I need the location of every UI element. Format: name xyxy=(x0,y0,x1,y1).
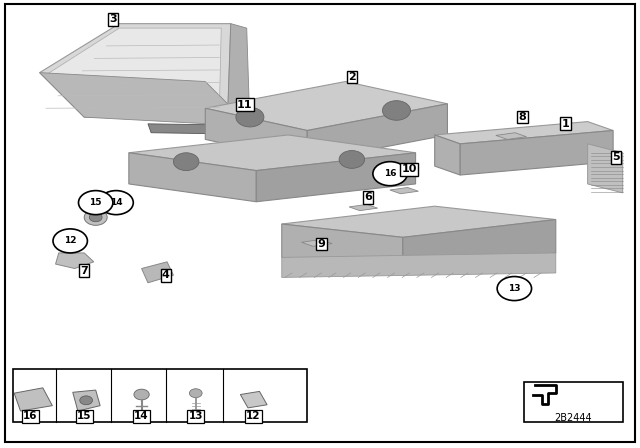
Circle shape xyxy=(53,229,88,253)
Text: 13: 13 xyxy=(189,411,203,421)
Polygon shape xyxy=(40,24,231,117)
Polygon shape xyxy=(460,130,613,175)
Text: 13: 13 xyxy=(508,284,520,293)
Text: 7: 7 xyxy=(81,266,88,276)
Text: 15: 15 xyxy=(90,198,102,207)
Text: 16: 16 xyxy=(384,169,396,178)
Circle shape xyxy=(383,101,410,120)
Polygon shape xyxy=(148,124,298,135)
Text: 8: 8 xyxy=(519,112,527,122)
Text: 2: 2 xyxy=(348,72,356,82)
Polygon shape xyxy=(435,135,460,175)
Circle shape xyxy=(497,276,532,301)
Polygon shape xyxy=(129,153,256,202)
Polygon shape xyxy=(14,388,52,411)
Circle shape xyxy=(79,190,113,215)
Polygon shape xyxy=(46,28,221,113)
Polygon shape xyxy=(282,253,556,277)
Circle shape xyxy=(173,153,199,171)
Text: 12: 12 xyxy=(64,237,76,246)
Text: 14: 14 xyxy=(110,198,122,207)
Text: 9: 9 xyxy=(317,239,325,249)
Polygon shape xyxy=(241,392,267,408)
Circle shape xyxy=(339,151,365,168)
Polygon shape xyxy=(205,82,447,130)
Text: 4: 4 xyxy=(162,270,170,280)
Polygon shape xyxy=(256,153,415,202)
Polygon shape xyxy=(282,206,556,237)
FancyBboxPatch shape xyxy=(13,369,307,422)
Polygon shape xyxy=(403,220,556,271)
Polygon shape xyxy=(205,108,307,162)
Polygon shape xyxy=(588,144,623,193)
Text: 3: 3 xyxy=(109,14,116,24)
Polygon shape xyxy=(435,121,613,144)
Text: 11: 11 xyxy=(237,100,253,110)
Polygon shape xyxy=(390,188,419,194)
Text: 16: 16 xyxy=(23,411,37,421)
Circle shape xyxy=(373,162,407,186)
Circle shape xyxy=(84,209,107,225)
Polygon shape xyxy=(282,224,403,271)
Text: 10: 10 xyxy=(401,164,417,174)
Text: 15: 15 xyxy=(77,411,92,421)
Circle shape xyxy=(134,389,149,400)
Text: 12: 12 xyxy=(246,411,260,421)
FancyBboxPatch shape xyxy=(524,382,623,422)
Text: 5: 5 xyxy=(612,152,620,162)
Polygon shape xyxy=(141,262,173,283)
Polygon shape xyxy=(129,135,415,171)
Circle shape xyxy=(80,396,93,405)
Polygon shape xyxy=(56,253,94,268)
Polygon shape xyxy=(40,73,250,126)
Polygon shape xyxy=(301,240,332,246)
Text: 2B2444: 2B2444 xyxy=(554,413,592,422)
Polygon shape xyxy=(228,24,250,126)
Text: 1: 1 xyxy=(561,119,569,129)
Circle shape xyxy=(189,389,202,398)
Circle shape xyxy=(90,213,102,222)
Circle shape xyxy=(99,190,133,215)
Circle shape xyxy=(236,108,264,127)
Polygon shape xyxy=(108,206,115,213)
Polygon shape xyxy=(496,133,527,139)
Text: 6: 6 xyxy=(364,192,372,202)
Polygon shape xyxy=(73,390,100,411)
Text: 14: 14 xyxy=(134,411,149,421)
Polygon shape xyxy=(349,204,378,211)
Polygon shape xyxy=(307,104,447,162)
